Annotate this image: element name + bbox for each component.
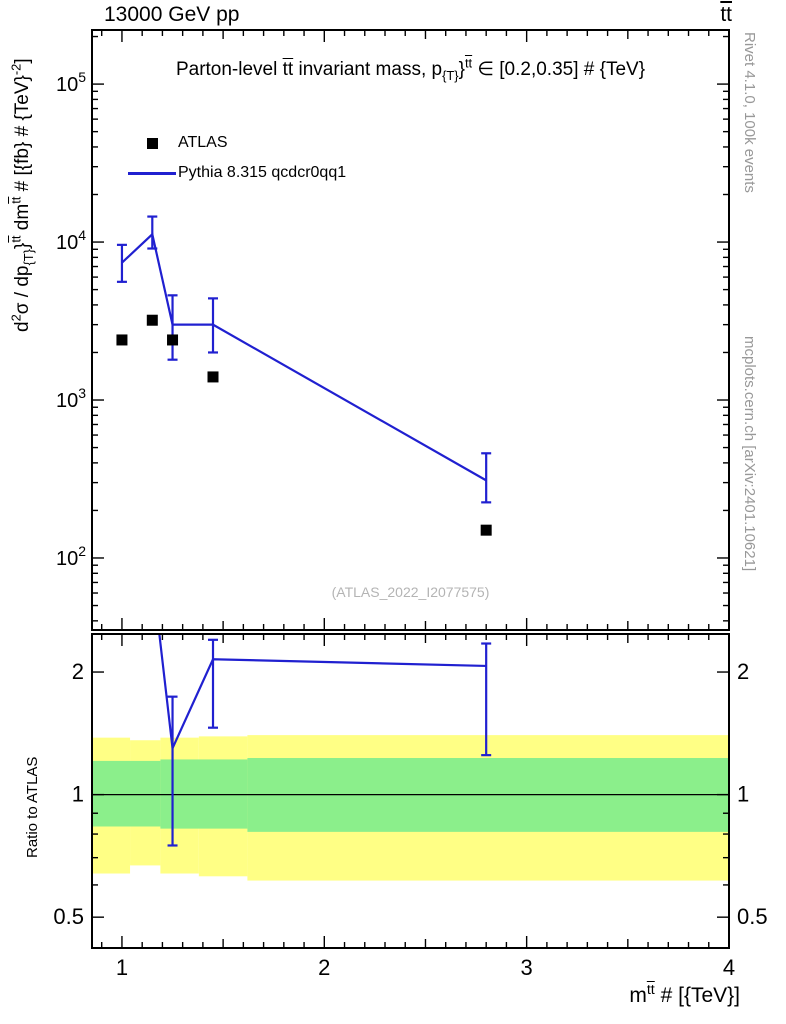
y-tick-label: 104 [56,227,86,254]
x-tick-label: 4 [723,955,735,980]
ratio-panel-series [158,634,492,847]
rich-text-part: -2 [8,63,24,76]
beam-energy-label: 13000 GeV pp [104,3,240,26]
atlas-data-point [146,314,158,326]
tick-labels: 1 2 3 4 102 103 104 105 0.5 0.5 1 1 2 2 [53,69,767,980]
rich-text-part: tt [720,3,732,26]
main-panel-frame [91,29,730,631]
rich-text-part: 2 [8,314,24,322]
ratio-tick-label-left: 2 [72,659,84,684]
atlas-marker-swatch [146,137,158,149]
rich-text-part: ∈ [0.2,0.35] # {TeV} [472,59,646,80]
main-panel-series [116,215,492,536]
atlas-data-point [167,334,179,346]
rich-text-part: } [12,242,33,250]
rich-text-part: # [{TeV}] [654,984,740,1007]
rich-text-part: dm [12,203,33,236]
pythia-ratio-line [158,634,487,753]
ratio-tick-label-left: 1 [72,782,84,807]
atlas-data-point [480,524,492,536]
x-tick-label: 1 [116,955,128,980]
ratio-panel-frame [91,633,730,949]
legend-label-pythia: Pythia 8.315 qcdcr0qq1 [178,164,347,181]
ratio-tick-label-left: 0.5 [53,904,84,929]
rich-text-part: {T} [442,67,459,83]
y-tick-label: 103 [56,385,86,412]
rich-text-part: Parton-level [175,59,283,80]
atlas-data-point [116,334,128,346]
square-marker-icon [126,137,178,149]
ratio-tick-label-right: 2 [737,659,749,684]
rich-text-part: ] [12,58,33,64]
ratio-uncertainty-bands [92,735,729,881]
pythia-line-swatch [128,171,176,175]
rich-text-part: tt [464,55,473,71]
x-tick-label: 3 [521,955,533,980]
x-axis-label: mtt # [{TeV}] [629,982,740,1008]
rich-text-part: {T} [20,249,36,266]
y-tick-label: 105 [56,69,86,96]
y-axis-label: d2σ / dp{T}}tt dmtt # [{fb} # {TeV}-2] [8,58,36,332]
rivet-version-note: Rivet 4.1.0, 100k events [741,32,758,193]
rich-text-part: m [629,984,647,1007]
legend-item-atlas: ATLAS [126,128,346,158]
rich-text-part: tt [282,59,294,80]
pythia-prediction-line [121,232,487,482]
rich-text-part: invariant mass, p [293,59,443,80]
legend: ATLAS Pythia 8.315 qcdcr0qq1 [126,128,346,188]
plot-title: Parton-level tt invariant mass, p{T}}tt … [92,55,729,83]
legend-item-pythia: Pythia 8.315 qcdcr0qq1 [126,158,346,188]
legend-label-atlas: ATLAS [178,134,228,151]
analysis-id-watermark: (ATLAS_2022_I2077575) [331,584,490,600]
process-label: tt [720,3,732,27]
y-tick-label: 102 [56,543,86,570]
rich-text-part: tt [8,235,24,243]
green-band-segment [92,760,161,827]
atlas-data-point [207,371,219,383]
ratio-y-axis-label: Ratio to ATLAS [24,756,41,858]
ratio-tick-label-right: 0.5 [737,904,768,929]
x-tick-label: 2 [318,955,330,980]
rich-text-part: tt [646,982,655,998]
rich-text-part: σ / dp [12,265,33,315]
rich-text-part: } [458,59,465,80]
rich-text-part: tt [8,196,24,204]
line-marker-icon [126,171,178,175]
ratio-tick-label-right: 1 [737,782,749,807]
mcplots-arxiv-note: mcplots.cern.ch [arXiv:2401.10621] [741,336,758,572]
rich-text-part: d [12,321,33,332]
rich-text-part: # [{fb} # {TeV} [12,75,33,197]
